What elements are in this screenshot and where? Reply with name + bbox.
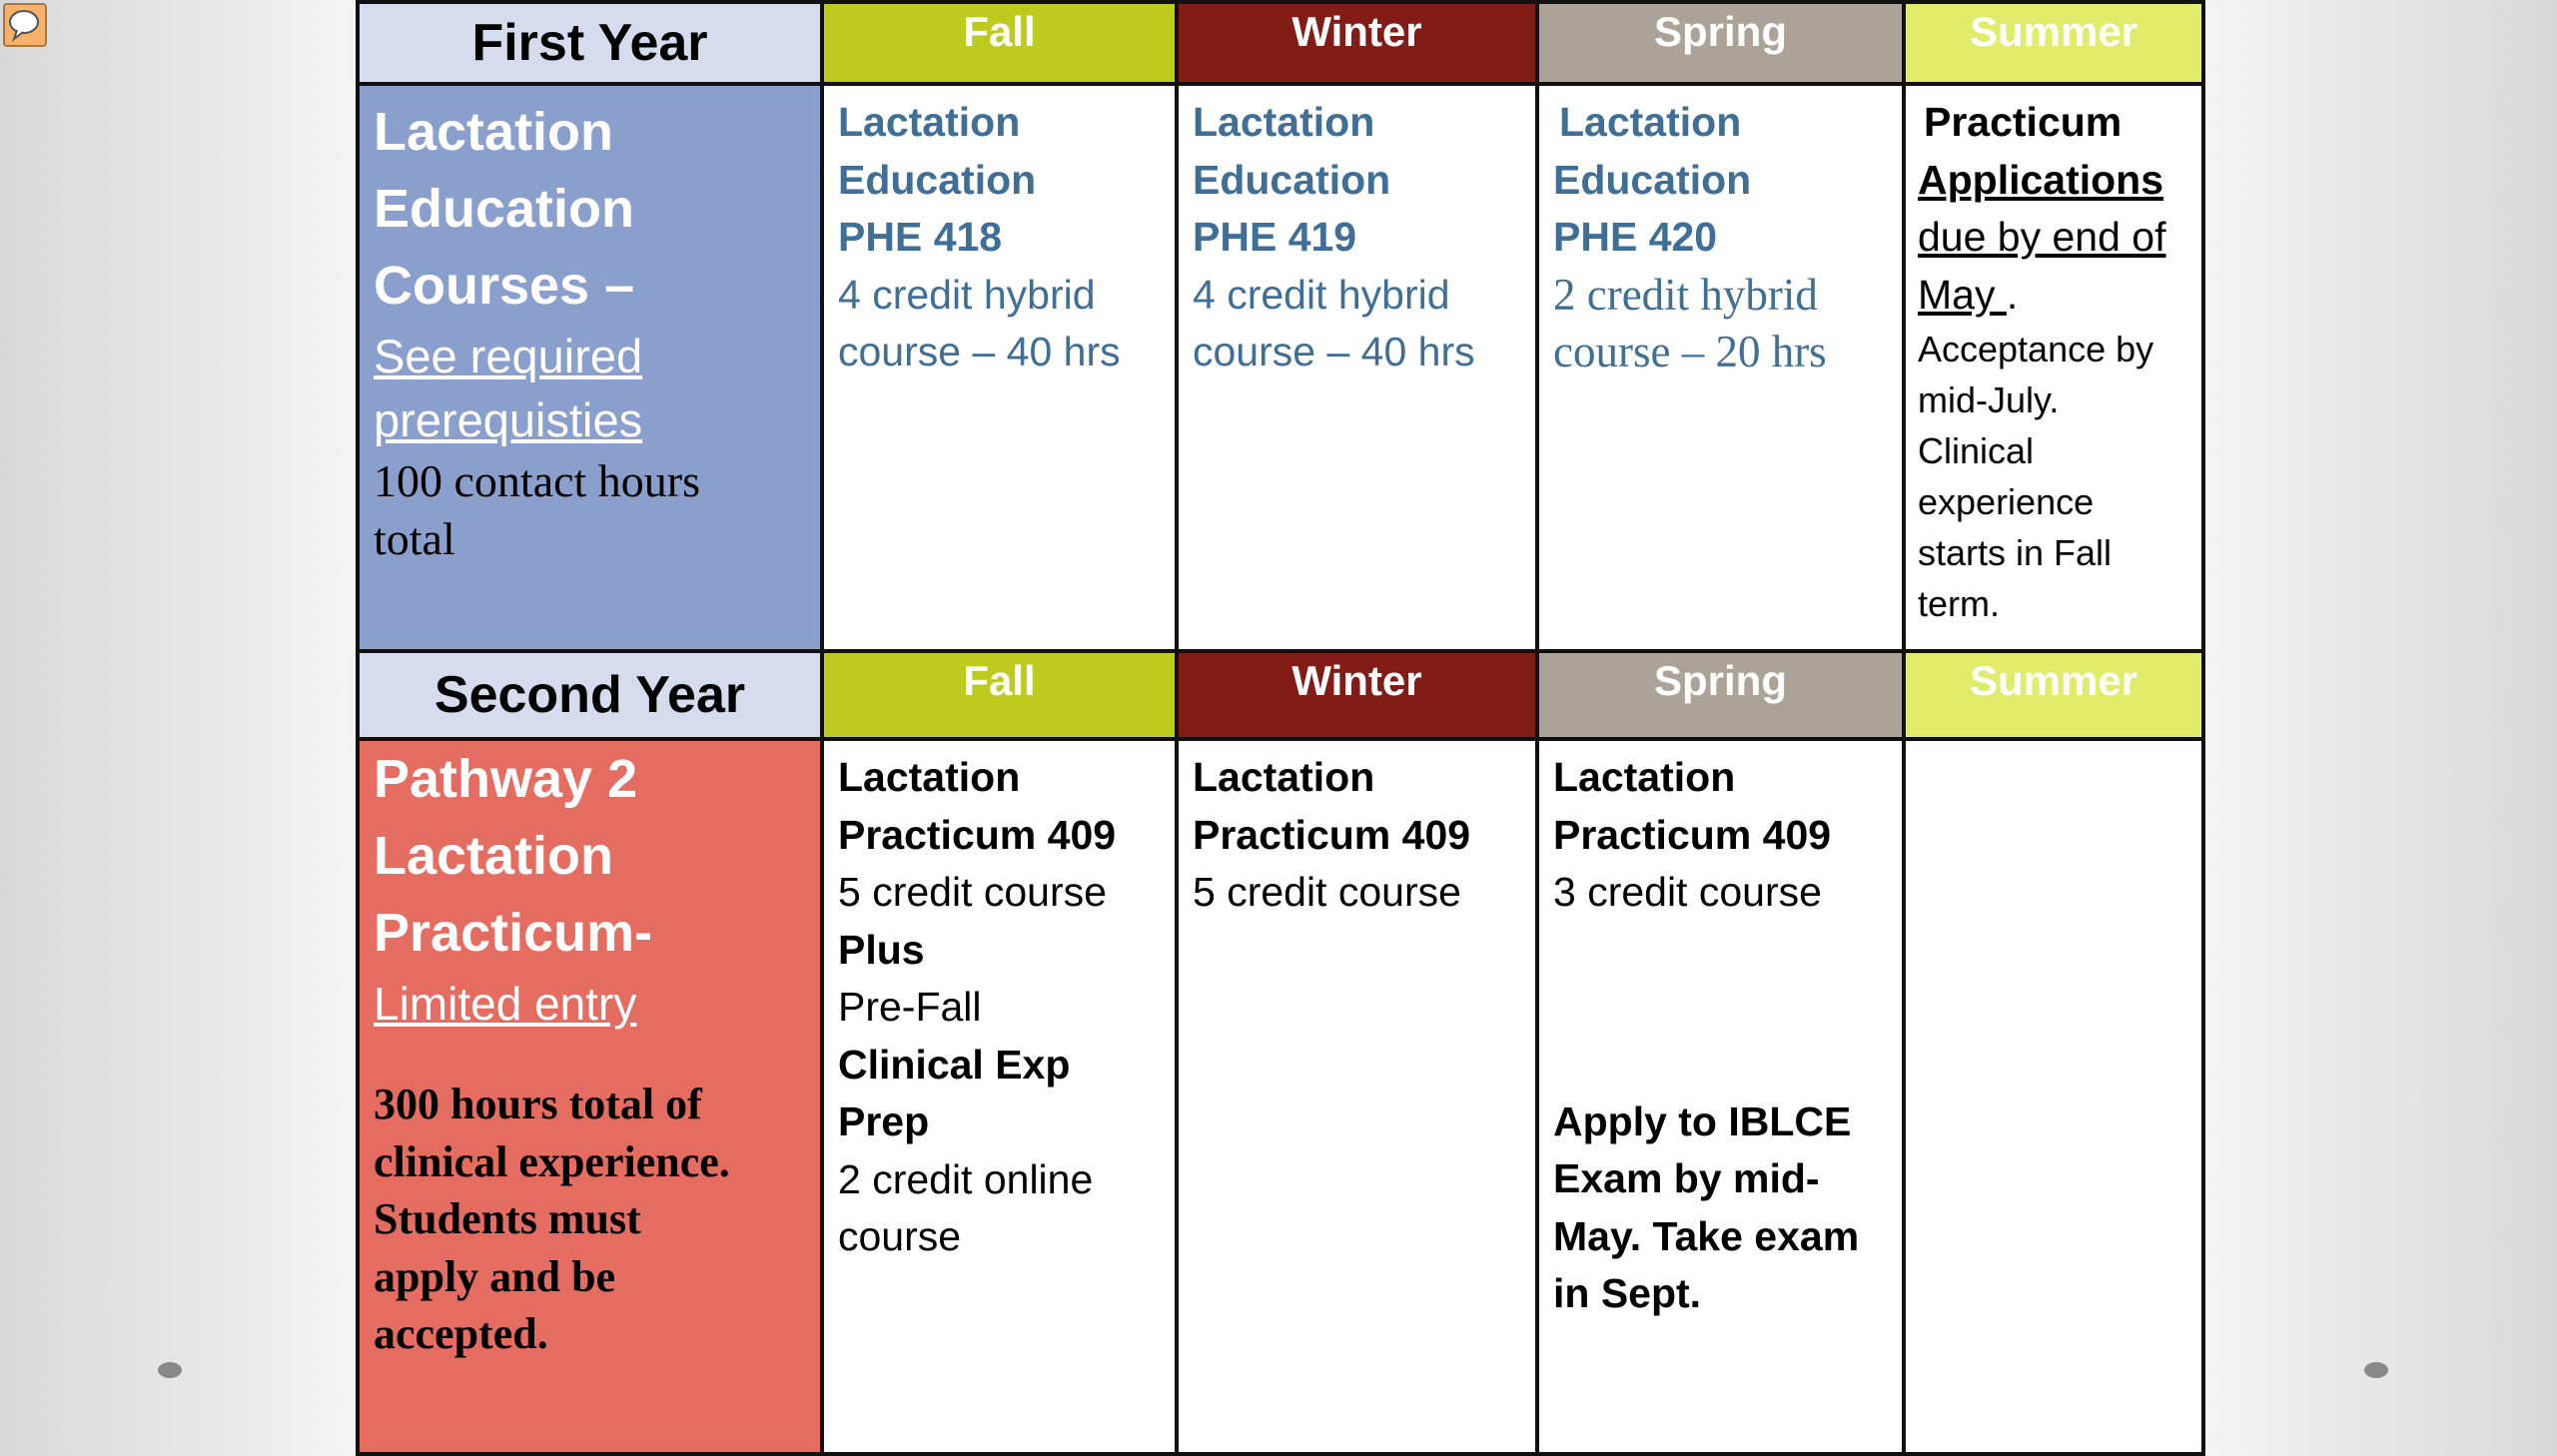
note-line: due by end of xyxy=(1918,214,2166,260)
exam-note: Exam by mid- xyxy=(1553,1155,1820,1201)
year2-title-line: Pathway 2 xyxy=(374,749,638,809)
course-code: PHE 420 xyxy=(1553,214,1718,260)
course-phe-419: Lactation Education PHE 419 4 credit hyb… xyxy=(1175,82,1539,653)
course-name: Education xyxy=(838,156,1037,203)
previous-slide-dot-icon[interactable] xyxy=(158,1362,182,1378)
course-name: Practicum 409 xyxy=(1193,811,1471,858)
course-credits: 2 credit online xyxy=(838,1155,1094,1202)
clinical-hours-note: Students must xyxy=(374,1194,641,1243)
course-credits: 3 credit course xyxy=(1553,869,1822,915)
course-credits: 5 credit course xyxy=(1193,869,1461,915)
year2-title-line: Lactation xyxy=(374,826,614,886)
course-credits: 2 credit hybrid xyxy=(1553,269,1818,320)
course-credits: course xyxy=(838,1213,962,1259)
course-code: PHE 419 xyxy=(1193,214,1357,260)
course-name: Education xyxy=(1553,156,1752,203)
course-name: Practicum 409 xyxy=(838,811,1117,858)
course-credits: 4 credit hybrid xyxy=(1193,271,1450,318)
clinical-hours-note: accepted. xyxy=(374,1309,548,1358)
course-phe-418: Lactation Education PHE 418 4 credit hyb… xyxy=(820,82,1179,653)
term-header-winter: Winter xyxy=(1175,0,1539,86)
course-name: Lactation xyxy=(838,99,1021,145)
course-credits: 4 credit hybrid xyxy=(838,271,1096,318)
year1-title-line: Education xyxy=(374,179,635,239)
limited-entry-link[interactable]: Limited entry xyxy=(374,978,637,1030)
contact-hours: total xyxy=(374,512,455,564)
summer-empty-cell xyxy=(1902,737,2205,1456)
course-credits: course – 40 hrs xyxy=(1193,329,1475,374)
clinical-hours-note: 300 hours total of xyxy=(374,1080,702,1128)
course-code: PHE 418 xyxy=(838,214,1003,260)
practicum-applications-note: Practicum Applications due by end of May… xyxy=(1902,82,2205,653)
course-note: Pre-Fall xyxy=(838,984,982,1030)
course-name: Education xyxy=(1193,156,1391,203)
note-line: Applications xyxy=(1918,156,2164,203)
year1-title-line: Lactation xyxy=(374,102,614,162)
course-credits: 5 credit course xyxy=(838,869,1107,915)
course-credits: course – 40 hrs xyxy=(838,329,1121,374)
exam-note: May. Take exam xyxy=(1553,1212,1860,1259)
term-header-summer: Summer xyxy=(1902,0,2205,86)
next-slide-dot-icon[interactable] xyxy=(2364,1362,2388,1378)
course-name: Lactation xyxy=(1559,99,1742,145)
course-practicum-409-spring: Lactation Practicum 409 3 credit course … xyxy=(1535,737,1906,1456)
note-line: Clinical xyxy=(1918,430,2035,471)
course-name: Lactation xyxy=(1193,99,1375,145)
year2-description: Pathway 2 Lactation Practicum- Limited e… xyxy=(356,737,824,1456)
course-name: Lactation xyxy=(1193,754,1375,800)
course-name: Prep xyxy=(838,1098,930,1144)
term-header-summer: Summer xyxy=(1902,649,2205,741)
note-line: experience xyxy=(1918,481,2095,522)
note-line: mid-July. xyxy=(1918,379,2060,420)
year2-title-line: Practicum- xyxy=(374,903,653,963)
course-phe-420: Lactation Education PHE 420 2 credit hyb… xyxy=(1535,82,1906,653)
clinical-hours-note: clinical experience. xyxy=(374,1136,730,1186)
term-header-winter: Winter xyxy=(1175,649,1539,741)
note-line: . xyxy=(2006,271,2019,318)
exam-note: in Sept. xyxy=(1553,1270,1702,1316)
course-practicum-409-fall: Lactation Practicum 409 5 credit course … xyxy=(820,737,1179,1456)
second-year-header: Second Year xyxy=(356,649,824,741)
course-credits: course – 20 hrs xyxy=(1553,327,1827,376)
note-line: Practicum xyxy=(1924,99,2123,145)
comment-icon[interactable] xyxy=(3,3,47,47)
contact-hours: 100 contact hours xyxy=(374,455,701,506)
exam-note: Apply to IBLCE xyxy=(1553,1097,1852,1144)
clinical-hours-note: apply and be xyxy=(374,1251,616,1301)
course-note: Plus xyxy=(838,926,925,973)
year1-title-line: Courses – xyxy=(374,256,635,316)
note-line: May xyxy=(1918,271,2007,318)
note-line: term. xyxy=(1918,583,2001,624)
prerequisites-link[interactable]: prerequisties xyxy=(374,393,643,446)
year1-description: Lactation Education Courses – See requir… xyxy=(356,82,824,653)
term-header-fall: Fall xyxy=(820,649,1179,741)
course-name: Practicum 409 xyxy=(1553,811,1832,858)
course-name: Lactation xyxy=(838,754,1021,800)
term-header-fall: Fall xyxy=(820,0,1179,86)
term-header-spring: Spring xyxy=(1535,0,1906,86)
first-year-header: First Year xyxy=(356,0,824,86)
course-name: Clinical Exp xyxy=(838,1041,1071,1088)
course-practicum-409-winter: Lactation Practicum 409 5 credit course xyxy=(1175,737,1539,1456)
prerequisites-link[interactable]: See required xyxy=(374,330,643,382)
term-header-spring: Spring xyxy=(1535,649,1906,741)
note-line: starts in Fall xyxy=(1918,532,2113,573)
note-line: Acceptance by xyxy=(1918,329,2154,369)
course-name: Lactation xyxy=(1553,754,1736,800)
